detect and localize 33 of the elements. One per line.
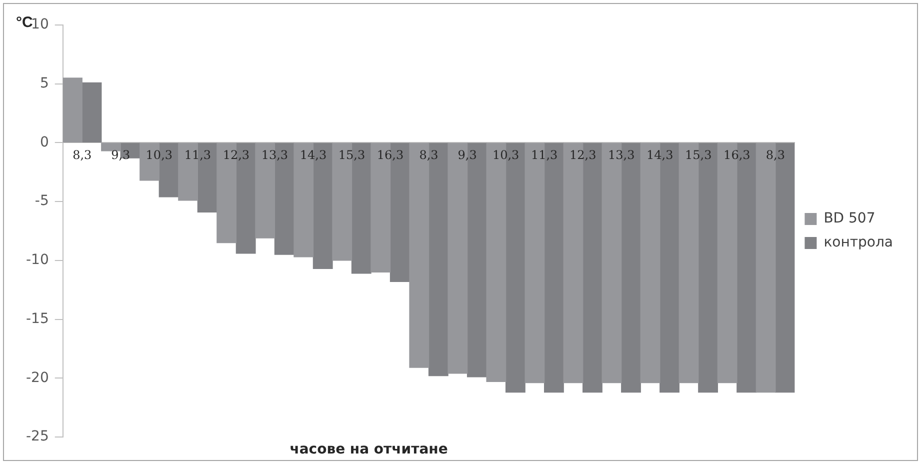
y-axis-title: °C [16,14,34,32]
bar [62,78,82,143]
x-tick-label: 8,3 [419,148,438,162]
x-tick-label: 14,3 [300,148,327,162]
x-tick-label: 13,3 [261,148,288,162]
x-tick-label: 11,3 [530,148,558,162]
x-tick-label: 16,3 [376,148,404,162]
bar [101,142,121,152]
y-tick-label: -25 [26,428,49,445]
x-tick-label: 10,3 [146,148,173,162]
y-tick-label: -5 [34,193,49,210]
x-tick-label: 13,3 [608,148,635,162]
y-tick-label: -15 [26,310,49,327]
x-tick-label: 9,3 [458,148,477,162]
y-tick-label: 10 [31,16,49,33]
y-tick-label: 5 [40,76,49,92]
x-tick-label: 15,3 [685,148,712,162]
y-tick-label: 0 [40,134,49,150]
x-tick-label: 10,3 [492,148,520,162]
x-tick-label: 12,3 [222,148,250,162]
x-tick-label: 14,3 [646,148,674,162]
x-tick-label: 8,3 [766,148,785,162]
legend-label: BD 507 [824,210,876,227]
y-tick-label: -20 [26,370,49,386]
legend-label: контрола [824,234,894,251]
x-tick-label: 16,3 [724,148,750,162]
y-tick-label: -10 [26,252,49,268]
x-tick-label: 15,3 [338,148,366,162]
x-tick-label: 11,3 [184,148,212,162]
bar [82,82,102,143]
x-tick-label: 12,3 [569,148,596,162]
x-tick-label: 8,3 [72,148,92,162]
x-axis-title: часове на отчитане [290,442,448,458]
